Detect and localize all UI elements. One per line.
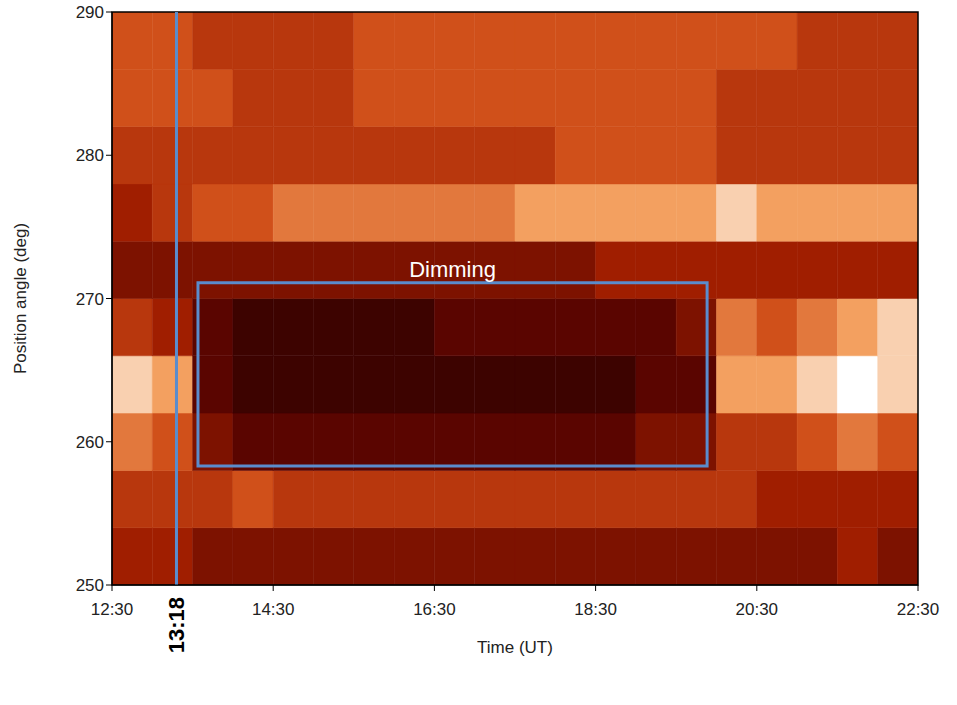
svg-text:18:30: 18:30: [574, 600, 617, 619]
svg-text:Position angle (deg): Position angle (deg): [11, 223, 30, 374]
svg-text:280: 280: [76, 146, 104, 165]
svg-text:Dimming: Dimming: [409, 257, 496, 282]
svg-text:250: 250: [76, 576, 104, 595]
svg-text:22:30: 22:30: [897, 600, 940, 619]
svg-text:20:30: 20:30: [736, 600, 779, 619]
svg-text:Time (UT): Time (UT): [477, 638, 553, 657]
svg-text:270: 270: [76, 290, 104, 309]
svg-text:14:30: 14:30: [252, 600, 295, 619]
svg-text:13:18: 13:18: [164, 597, 189, 653]
svg-text:12:30: 12:30: [91, 600, 134, 619]
svg-text:260: 260: [76, 433, 104, 452]
svg-text:16:30: 16:30: [413, 600, 456, 619]
svg-text:290: 290: [76, 3, 104, 22]
